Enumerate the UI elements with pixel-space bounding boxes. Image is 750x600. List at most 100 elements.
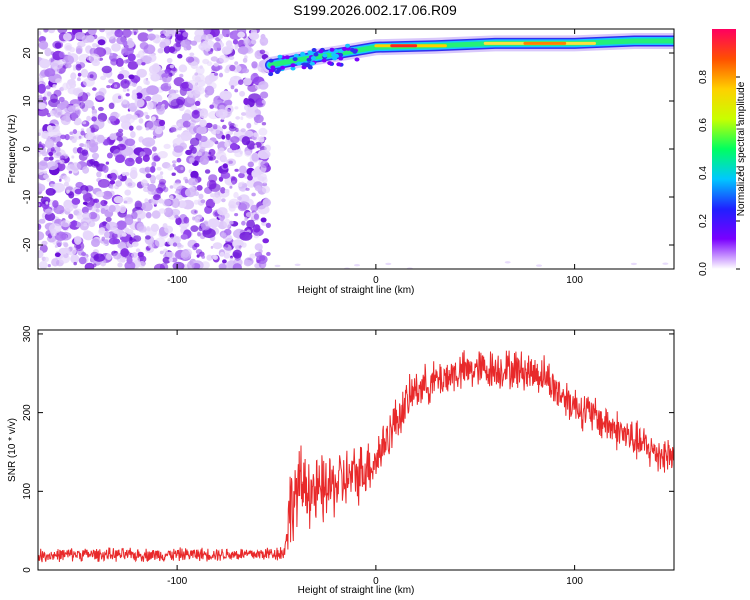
noise-blob	[177, 122, 181, 127]
noise-blob	[63, 55, 75, 65]
noise-blob	[260, 160, 269, 168]
noise-blob	[109, 180, 116, 185]
colorbar-tick-label: 0.6	[698, 118, 709, 132]
noise-blob	[72, 147, 79, 154]
track-onset-blob	[290, 66, 296, 71]
noise-blob	[257, 169, 262, 173]
noise-blob	[159, 41, 166, 49]
noise-blob	[141, 62, 146, 66]
noise-blob	[238, 201, 250, 210]
noise-blob	[119, 205, 127, 214]
noise-blob	[83, 144, 87, 148]
noise-blob	[234, 61, 239, 65]
noise-blob	[145, 235, 151, 240]
snr-x-ticks: -100 0 100	[167, 330, 583, 587]
noise-blob	[220, 119, 225, 123]
noise-blob	[261, 42, 265, 46]
noise-blob	[252, 224, 261, 233]
noise-blob	[135, 92, 143, 99]
noise-blob	[82, 212, 91, 220]
noise-blob	[86, 115, 91, 122]
noise-blob	[82, 192, 92, 202]
track-onset-blob	[352, 49, 358, 54]
noise-blob	[155, 105, 165, 112]
noise-blob	[233, 124, 238, 128]
noise-blob	[114, 84, 118, 88]
noise-blob	[175, 217, 182, 226]
noise-blob	[102, 139, 110, 146]
noise-blob	[108, 102, 115, 110]
noise-blob	[105, 253, 112, 260]
noise-blob	[244, 216, 248, 221]
noise-blob	[63, 181, 69, 187]
track-onset-blob	[313, 52, 319, 57]
noise-blob	[95, 208, 100, 213]
noise-blob	[100, 199, 108, 207]
noise-blob	[93, 119, 105, 130]
track-onset-blob	[300, 52, 306, 57]
noise-blob	[131, 93, 138, 101]
noise-blob	[205, 122, 213, 129]
noise-blob	[81, 149, 89, 156]
y-tick-label: 10	[22, 95, 33, 107]
noise-blob	[151, 63, 161, 74]
noise-blob	[190, 61, 199, 69]
track-onset-blob	[318, 49, 324, 54]
noise-blob	[246, 122, 252, 129]
noise-blob	[88, 53, 100, 64]
noise-blob	[133, 31, 137, 36]
noise-blob	[43, 174, 49, 180]
noise-blob	[234, 88, 239, 93]
noise-blob	[172, 242, 178, 247]
noise-blob	[83, 222, 88, 227]
noise-blob	[156, 166, 162, 171]
noise-blob	[187, 177, 199, 186]
noise-blob	[136, 68, 147, 78]
track-onset-blob	[293, 53, 299, 58]
noise-blob	[237, 46, 249, 55]
noise-blob	[149, 71, 154, 77]
noise-blob	[81, 35, 92, 43]
noise-blob	[96, 134, 105, 143]
colorbar-ticks: 0.0 0.2 0.4 0.6 0.8	[698, 70, 740, 276]
noise-blob	[65, 63, 72, 69]
noise-blob	[66, 246, 77, 256]
noise-blob	[121, 232, 127, 237]
track-onset-blob	[345, 43, 351, 48]
noise-blob	[191, 146, 197, 154]
noise-blob	[190, 40, 198, 46]
noise-blob	[77, 77, 81, 82]
noise-blob	[98, 227, 106, 234]
noise-blob	[261, 99, 266, 104]
noise-blob	[154, 237, 166, 248]
noise-blob	[262, 238, 270, 244]
x-tick-label: 100	[566, 576, 583, 587]
noise-blob	[62, 82, 69, 91]
noise-blob	[181, 135, 188, 141]
noise-blob	[172, 182, 182, 190]
noise-blob	[78, 256, 87, 265]
noise-blob	[168, 46, 176, 53]
noise-blob	[113, 196, 124, 204]
noise-blob	[176, 157, 182, 163]
noise-blob	[64, 204, 74, 212]
noise-blob	[163, 254, 167, 258]
noise-blob	[258, 260, 267, 269]
noise-blob	[144, 166, 151, 173]
noise-blob	[145, 114, 150, 120]
noise-blob	[257, 171, 262, 176]
noise-blob	[109, 52, 113, 57]
noise-blob	[64, 134, 70, 141]
noise-blob	[47, 264, 51, 268]
noise-blob	[39, 244, 48, 253]
noise-blob	[53, 107, 63, 118]
noise-blob	[220, 232, 227, 238]
noise-blob	[147, 29, 153, 32]
noise-blob	[116, 143, 127, 151]
noise-blob	[178, 200, 187, 209]
snr-panel: -100 0 100 0 100 200 300 Height of straight l…	[7, 325, 675, 596]
noise-blob	[38, 218, 46, 224]
noise-blob	[242, 77, 252, 86]
noise-blob	[81, 206, 89, 214]
